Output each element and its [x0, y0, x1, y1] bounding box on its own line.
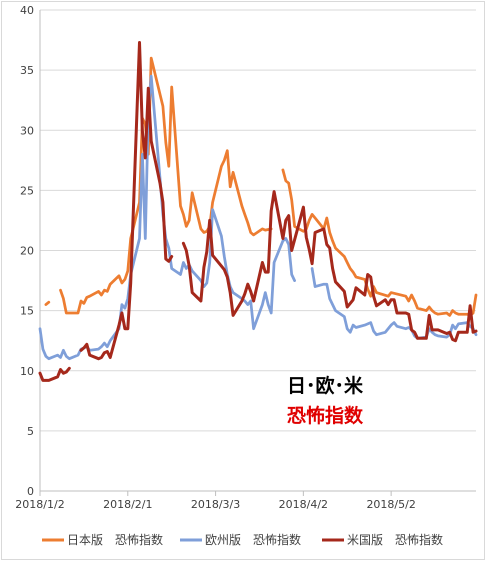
y-tick-label: 0 [27, 485, 34, 498]
annotation-line-2: 恐怖指数 [287, 404, 364, 427]
axes [39, 10, 476, 496]
legend: 日本版 恐怖指数 欧州版 恐怖指数 米国版 恐怖指数 [42, 532, 443, 547]
legend-label-3: 米国版 恐怖指数 [347, 532, 443, 547]
x-tick-label: 2018/3/3 [191, 498, 240, 511]
legend-label-1: 日本版 恐怖指数 [67, 532, 163, 547]
x-tick-label: 2018/1/2 [15, 498, 64, 511]
y-tick-label: 5 [27, 425, 34, 438]
series-line-3 [38, 41, 478, 382]
gridlines [40, 9, 476, 432]
tick-labels: 0 5 10 15 20 25 30 35 40 2018/1/2 2018/2/1 2018/3/3… [15, 4, 416, 511]
x-tick-label: 2018/2/1 [103, 498, 152, 511]
y-tick-label: 40 [20, 4, 34, 17]
series-line-1 [44, 56, 478, 317]
series-lines [38, 41, 478, 382]
x-tick-label: 2018/5/2 [366, 498, 415, 511]
annotation-line-1: 日･欧･米 [287, 374, 364, 397]
y-tick-label: 20 [20, 245, 34, 258]
y-tick-label: 10 [20, 365, 34, 378]
y-tick-label: 25 [20, 184, 34, 197]
annotation: 日･欧･米 恐怖指数 [287, 374, 364, 427]
y-tick-label: 35 [20, 64, 34, 77]
y-tick-label: 15 [20, 305, 34, 318]
y-tick-label: 30 [20, 124, 34, 137]
legend-label-2: 欧州版 恐怖指数 [205, 532, 301, 547]
x-tick-label: 2018/4/2 [279, 498, 328, 511]
